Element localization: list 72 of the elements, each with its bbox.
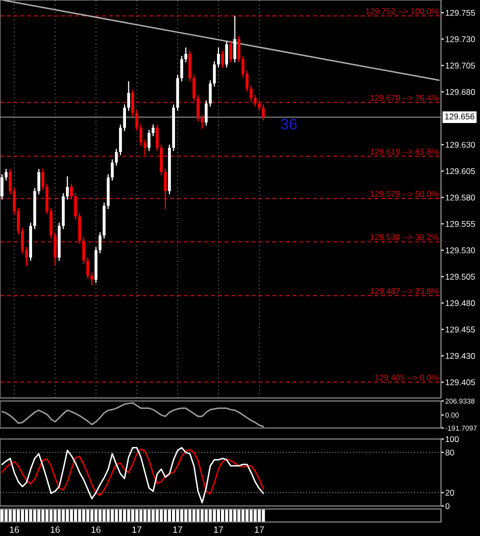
x-tick-label: 16 — [10, 526, 19, 533]
candlestick — [90, 272, 94, 286]
ref-line-label: 129.656 — [445, 114, 474, 120]
y-tick-label: 129.580 — [446, 194, 475, 201]
x-tick-label: 17 — [173, 526, 182, 533]
candlestick — [144, 138, 146, 156]
y-tick-label: 129.455 — [446, 326, 475, 332]
y-tick-label: 129.480 — [446, 300, 475, 306]
candlestick — [246, 70, 248, 92]
candlestick — [70, 183, 73, 200]
candlestick — [250, 84, 253, 102]
ref-line-label: 129.487 --> 23.6% — [370, 288, 439, 294]
y-tick-label: 20 — [446, 490, 454, 496]
y-tick-label: 129.555 — [446, 221, 475, 227]
ref-line-label: 129.619 --> 61.8% — [370, 148, 439, 155]
candlestick — [16, 207, 20, 235]
ref-line-label: 129.670 --> 76.4% — [370, 94, 439, 101]
ref-line-label: 129.752 --> 100.0% — [366, 8, 439, 14]
candlestick — [148, 129, 150, 152]
y-tick-label: 129.505 — [446, 274, 475, 280]
candlestick — [82, 236, 86, 264]
candlestick — [41, 168, 44, 191]
candlestick — [221, 50, 224, 68]
candlestick — [217, 46, 220, 68]
y-tick-label: 129.405 — [446, 379, 475, 386]
candlestick — [127, 80, 130, 112]
candlestick — [0, 174, 4, 200]
candlestick — [164, 168, 167, 210]
x-tick-label: 17 — [254, 526, 264, 533]
candlestick — [242, 55, 244, 78]
ref-line-label: 129.579 --> 50.0% — [370, 190, 439, 197]
candlestick — [123, 104, 126, 132]
candlestick — [21, 227, 24, 254]
candlestick — [66, 176, 69, 200]
y-tick-label: 129.705 — [446, 62, 475, 69]
candlestick — [114, 148, 118, 166]
candlestick — [200, 114, 204, 130]
candlestick — [4, 168, 8, 182]
candlestick — [237, 35, 240, 63]
line-series — [1, 448, 264, 496]
candlestick — [254, 94, 257, 108]
y-tick-label: 100 — [446, 436, 459, 442]
x-tick-label: 16 — [92, 526, 101, 533]
y-tick-label: 129.630 — [446, 142, 475, 148]
candlestick — [212, 60, 216, 88]
y-tick-label: 129.605 — [446, 168, 475, 174]
line-series — [1, 447, 264, 504]
candlestick — [262, 104, 265, 121]
candlestick — [25, 246, 28, 267]
x-tick-label: 16 — [50, 526, 60, 533]
ref-line-label: 129.405 --> 0.0% — [375, 374, 439, 381]
ref-line-label: 129.538 --> 38.2% — [370, 234, 439, 240]
candlestick — [54, 232, 57, 267]
y-tick-label: 129.530 — [446, 247, 475, 254]
candlestick — [98, 232, 102, 254]
candlestick — [225, 40, 228, 68]
candlestick — [192, 74, 196, 102]
line-series — [1, 402, 264, 428]
x-tick-label: 17 — [132, 526, 142, 533]
y-tick-label: 129.680 — [446, 89, 475, 95]
candlestick — [74, 192, 77, 220]
y-tick-label: 129.430 — [446, 352, 475, 359]
candlestick — [196, 94, 200, 122]
candlestick — [139, 124, 142, 146]
y-tick-label: 80 — [446, 450, 454, 456]
y-tick-label: 0 — [445, 503, 450, 510]
candlestick — [156, 124, 159, 152]
y-tick-label: 129.755 — [446, 10, 475, 16]
annotation: 36 — [280, 118, 297, 130]
y-tick-label: 129.730 — [446, 36, 475, 42]
candlestick — [152, 124, 155, 137]
x-tick-label: 17 — [214, 526, 224, 533]
